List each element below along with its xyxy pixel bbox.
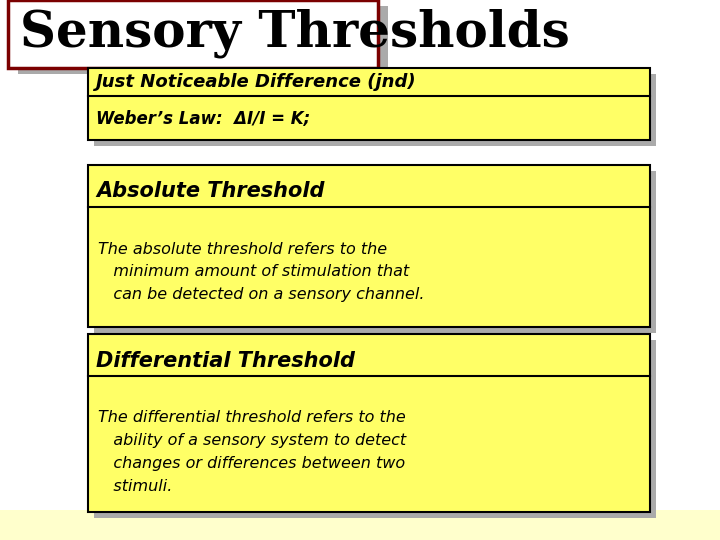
FancyBboxPatch shape <box>94 340 656 518</box>
Text: The differential threshold refers to the
   ability of a sensory system to detec: The differential threshold refers to the… <box>98 410 406 494</box>
Text: Sensory Thresholds: Sensory Thresholds <box>20 8 570 58</box>
Text: The absolute threshold refers to the
   minimum amount of stimulation that
   ca: The absolute threshold refers to the min… <box>98 242 425 302</box>
FancyBboxPatch shape <box>0 510 720 540</box>
FancyBboxPatch shape <box>88 334 650 512</box>
Text: Absolute Threshold: Absolute Threshold <box>96 181 325 201</box>
FancyBboxPatch shape <box>94 171 656 333</box>
Text: Weber’s Law:  ΔI/I = K;: Weber’s Law: ΔI/I = K; <box>96 110 310 128</box>
FancyBboxPatch shape <box>18 6 388 74</box>
FancyBboxPatch shape <box>8 0 378 68</box>
FancyBboxPatch shape <box>88 165 650 327</box>
FancyBboxPatch shape <box>94 74 656 146</box>
Text: Differential Threshold: Differential Threshold <box>96 351 355 371</box>
Text: Just Noticeable Difference (jnd): Just Noticeable Difference (jnd) <box>96 73 417 91</box>
FancyBboxPatch shape <box>88 68 650 140</box>
